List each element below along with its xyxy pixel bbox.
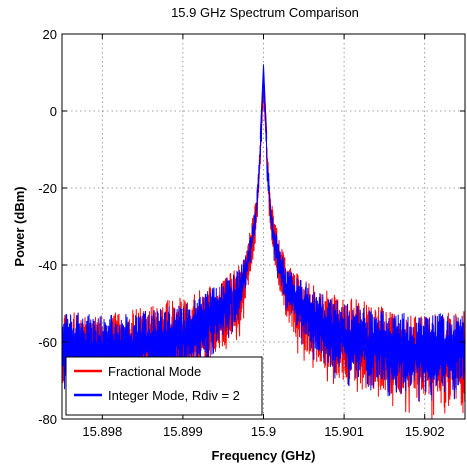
y-tick-label: -40 — [38, 258, 57, 273]
chart-title: 15.9 GHz Spectrum Comparison — [171, 5, 359, 20]
y-axis-label: Power (dBm) — [12, 186, 27, 266]
legend: Fractional Mode Integer Mode, Rdiv = 2 — [65, 356, 263, 416]
y-tick-label: 20 — [43, 27, 57, 42]
axes-ticks: 15.898 15.899 15.9 15.901 15.902 -80 -60 -40 -20… — [38, 27, 465, 439]
y-tick-label: 0 — [50, 104, 57, 119]
y-tick-label: -60 — [38, 335, 57, 350]
x-axis-label: Frequency (GHz) — [211, 448, 315, 463]
y-tick-label: -80 — [38, 412, 57, 427]
legend-label-fractional: Fractional Mode — [108, 364, 201, 379]
x-tick-label: 15.899 — [163, 424, 203, 439]
legend-label-integer: Integer Mode, Rdiv = 2 — [108, 388, 240, 403]
legend-box — [65, 356, 263, 416]
x-tick-label: 15.9 — [251, 424, 276, 439]
x-tick-label: 15.902 — [405, 424, 445, 439]
y-tick-label: -20 — [38, 181, 57, 196]
x-tick-label: 15.898 — [82, 424, 122, 439]
x-tick-label: 15.901 — [324, 424, 364, 439]
